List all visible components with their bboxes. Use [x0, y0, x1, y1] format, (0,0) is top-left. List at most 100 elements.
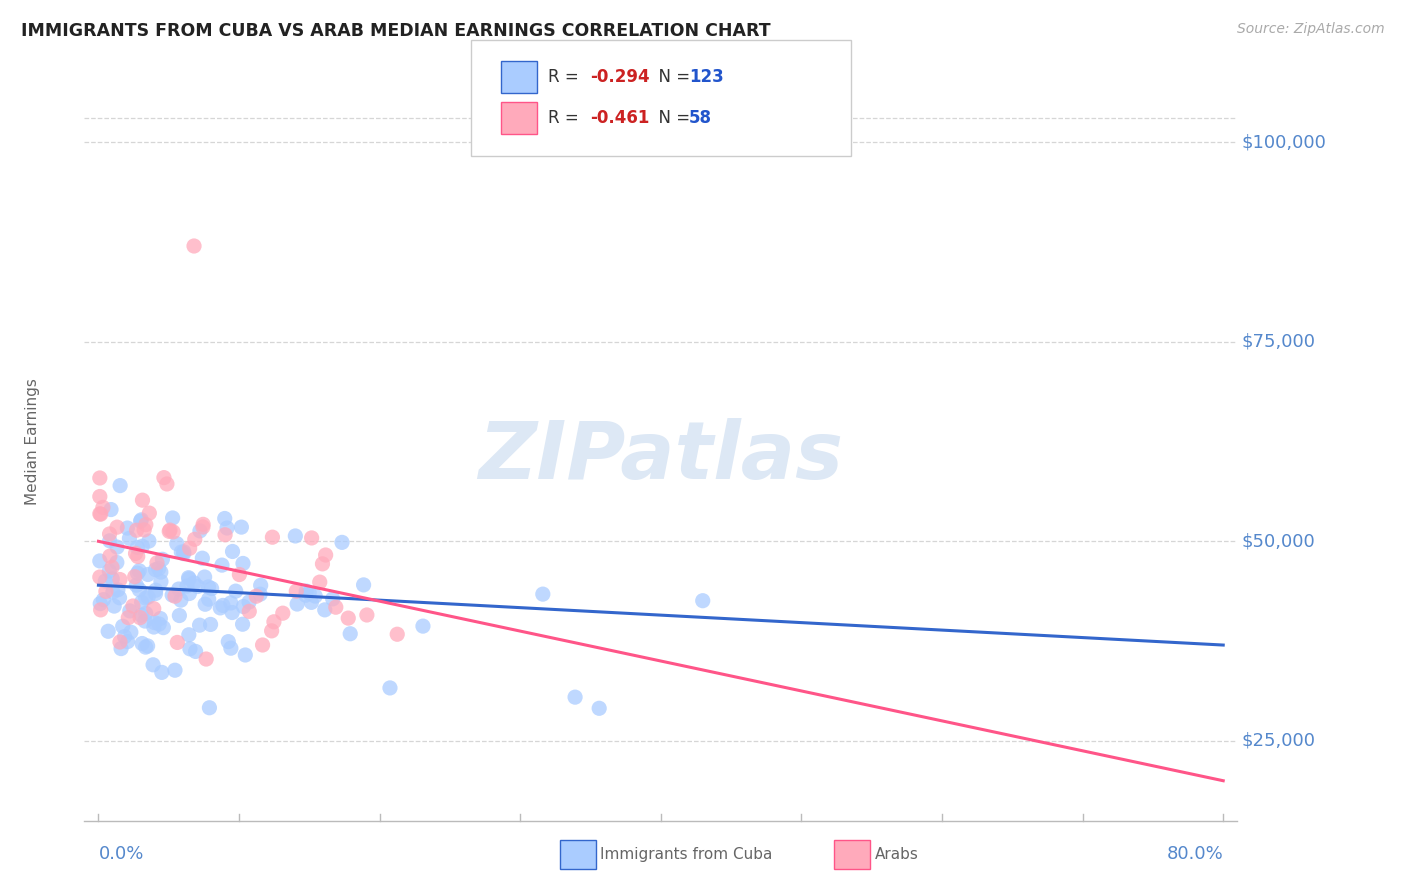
Point [219, 596, 242, 610]
Point [339, 626, 361, 640]
Point [173, 547, 195, 561]
Point [100, 502, 122, 516]
Point [120, 625, 142, 640]
Point [131, 539, 153, 553]
Point [233, 648, 256, 662]
Point [285, 584, 308, 599]
Point [304, 589, 326, 603]
Point [295, 584, 318, 599]
Point [91, 500, 114, 515]
Point [98, 549, 121, 563]
Point [249, 578, 271, 592]
Text: Median Earnings: Median Earnings [25, 378, 39, 505]
Point [146, 556, 169, 570]
Text: 80.0%: 80.0% [1167, 845, 1223, 863]
Point [170, 593, 193, 607]
Text: -0.461: -0.461 [591, 109, 650, 127]
Point [211, 558, 233, 573]
Point [118, 532, 141, 546]
Point [166, 635, 188, 649]
Point [183, 239, 205, 253]
Point [159, 523, 181, 537]
Point [209, 601, 232, 615]
Point [117, 634, 139, 648]
Point [145, 563, 167, 577]
Point [101, 585, 124, 599]
Point [194, 597, 217, 611]
Point [124, 570, 146, 584]
Point [162, 524, 184, 539]
Point [260, 624, 283, 638]
Point [217, 634, 239, 648]
Point [124, 546, 146, 560]
Point [219, 641, 242, 656]
Point [89, 490, 111, 504]
Point [214, 511, 236, 525]
Point [148, 561, 170, 575]
Point [108, 478, 131, 492]
Text: 0.0%: 0.0% [98, 845, 143, 863]
Point [148, 617, 170, 632]
Text: -0.294: -0.294 [591, 68, 650, 86]
Text: $25,000: $25,000 [1241, 731, 1316, 750]
Point [125, 523, 148, 537]
Point [149, 574, 172, 589]
Point [163, 589, 186, 603]
Text: Immigrants from Cuba: Immigrants from Cuba [600, 847, 773, 862]
Point [162, 511, 184, 525]
Point [378, 681, 401, 695]
Point [179, 541, 201, 556]
Point [238, 604, 260, 618]
Point [249, 587, 271, 601]
Point [322, 591, 344, 606]
Point [308, 575, 330, 590]
Point [197, 592, 219, 607]
Point [143, 615, 166, 630]
Point [134, 523, 156, 537]
Point [195, 652, 218, 666]
Point [129, 514, 152, 528]
Point [200, 582, 222, 596]
Text: R =: R = [548, 68, 585, 86]
Point [271, 606, 294, 620]
Point [262, 530, 284, 544]
Text: 123: 123 [689, 68, 724, 86]
Text: N =: N = [648, 68, 696, 86]
Point [125, 578, 148, 592]
Point [110, 641, 132, 656]
Text: N =: N = [648, 109, 696, 127]
Point [134, 614, 156, 628]
Point [122, 599, 145, 613]
Point [160, 588, 183, 602]
Point [232, 617, 254, 632]
Point [128, 564, 150, 578]
Point [89, 471, 111, 485]
Point [212, 599, 235, 613]
Point [263, 615, 285, 629]
Point [117, 521, 139, 535]
Point [588, 701, 610, 715]
Point [311, 557, 333, 571]
Point [692, 593, 714, 607]
Point [149, 565, 172, 579]
Point [108, 635, 131, 649]
Point [98, 564, 121, 578]
Point [301, 531, 323, 545]
Text: IMMIGRANTS FROM CUBA VS ARAB MEDIAN EARNINGS CORRELATION CHART: IMMIGRANTS FROM CUBA VS ARAB MEDIAN EARN… [21, 22, 770, 40]
Point [97, 624, 120, 639]
Point [200, 617, 222, 632]
Point [188, 524, 211, 538]
Point [169, 608, 191, 623]
Point [108, 573, 131, 587]
Point [191, 517, 214, 532]
Text: $75,000: $75,000 [1241, 333, 1316, 351]
Point [315, 548, 337, 562]
Point [142, 601, 165, 615]
Point [135, 517, 157, 532]
Point [191, 520, 214, 534]
Point [90, 603, 112, 617]
Point [114, 630, 136, 644]
Point [325, 600, 347, 615]
Point [184, 644, 207, 658]
Point [108, 591, 131, 605]
